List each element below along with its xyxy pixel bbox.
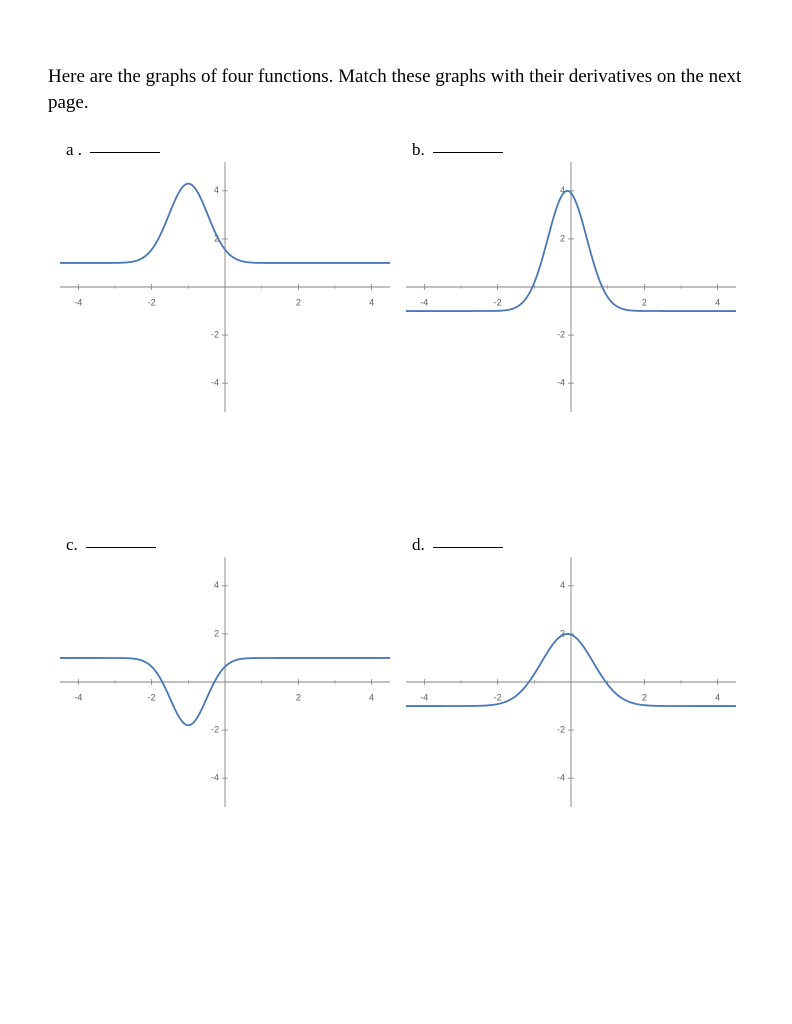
svg-text:4: 4 [214,581,219,591]
chart-grid: a . -4 -2 2 4 -4 -2 2 4 b. -4 -2 2 4 -4 -2 2 4 c. -4 -2… [48,137,744,807]
svg-text:-4: -4 [211,378,219,388]
svg-text:-4: -4 [557,773,565,783]
svg-text:-4: -4 [557,378,565,388]
chart-b: -4-224-4-224 [406,162,736,412]
chart-d: -4-224-4-224 [406,557,736,807]
blank-c[interactable] [86,530,156,548]
blank-d[interactable] [433,530,503,548]
svg-text:-4: -4 [420,693,428,703]
chart-a: -4-224-4-224 [60,162,390,412]
svg-text:2: 2 [560,234,565,244]
panel-d: d. -4-224-4-224 [406,532,744,807]
label-c: c. [66,535,78,555]
svg-text:2: 2 [642,693,647,703]
svg-text:4: 4 [369,693,374,703]
svg-text:2: 2 [214,629,219,639]
svg-text:-4: -4 [74,693,82,703]
svg-text:-4: -4 [420,298,428,308]
svg-text:2: 2 [642,298,647,308]
blank-a[interactable] [90,135,160,153]
chart-c: -4 -2 2 4 -4 -2 2 4 [60,557,390,807]
svg-text:4: 4 [214,186,219,196]
panel-b: b. -4-224-4-224 [406,137,744,412]
svg-text:4: 4 [715,298,720,308]
svg-text:4: 4 [369,298,374,308]
svg-text:-2: -2 [557,725,565,735]
blank-b[interactable] [433,135,503,153]
svg-text:-2: -2 [148,693,156,703]
svg-text:2: 2 [296,298,301,308]
svg-text:-2: -2 [557,330,565,340]
intro-text: Here are the graphs of four functions. M… [48,64,744,115]
svg-text:-4: -4 [74,298,82,308]
svg-text:-2: -2 [494,693,502,703]
svg-text:-2: -2 [211,330,219,340]
svg-text:-4: -4 [211,773,219,783]
svg-text:-2: -2 [211,725,219,735]
svg-text:-2: -2 [148,298,156,308]
svg-text:4: 4 [560,581,565,591]
svg-text:2: 2 [296,693,301,703]
label-b: b. [412,140,425,160]
panel-a: a . -4-224-4-224 [60,137,398,412]
panel-c: c. -4 -2 2 4 -4 -2 2 4 [60,532,398,807]
label-a: a . [66,140,82,160]
svg-text:-2: -2 [494,298,502,308]
label-d: d. [412,535,425,555]
svg-text:4: 4 [715,693,720,703]
